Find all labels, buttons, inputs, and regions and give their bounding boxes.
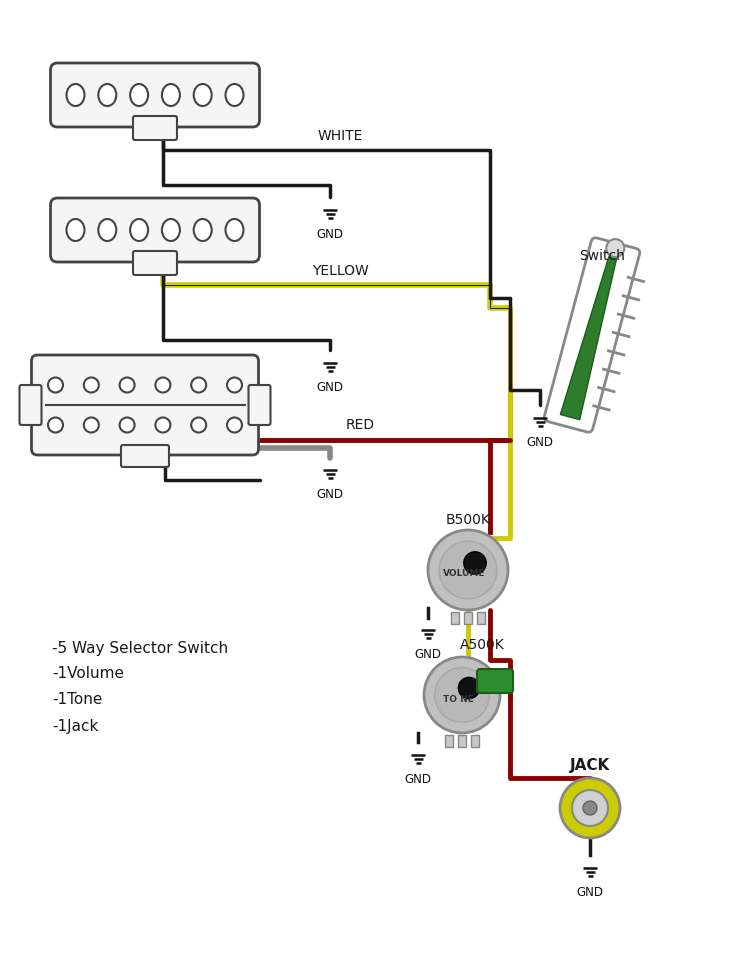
Bar: [471, 735, 479, 747]
FancyBboxPatch shape: [133, 251, 177, 275]
Bar: [451, 612, 459, 624]
Text: TO NE: TO NE: [442, 694, 473, 704]
Text: -1Tone: -1Tone: [52, 692, 102, 708]
Ellipse shape: [155, 417, 171, 433]
Circle shape: [560, 778, 620, 838]
Ellipse shape: [130, 219, 148, 241]
Text: GND: GND: [316, 488, 344, 501]
Ellipse shape: [66, 84, 85, 106]
Ellipse shape: [99, 84, 116, 106]
Text: GND: GND: [526, 436, 553, 449]
Text: YELLOW: YELLOW: [311, 264, 369, 278]
Ellipse shape: [66, 219, 85, 241]
Text: GND: GND: [576, 886, 604, 899]
Ellipse shape: [194, 219, 212, 241]
Ellipse shape: [130, 84, 148, 106]
Ellipse shape: [194, 84, 212, 106]
FancyBboxPatch shape: [477, 669, 513, 693]
FancyBboxPatch shape: [249, 385, 271, 425]
Circle shape: [572, 790, 608, 826]
FancyBboxPatch shape: [121, 445, 169, 467]
Ellipse shape: [155, 378, 171, 392]
Text: WHITE: WHITE: [317, 129, 363, 143]
Text: -1Volume: -1Volume: [52, 667, 124, 682]
Polygon shape: [560, 257, 617, 420]
Text: GND: GND: [316, 381, 344, 394]
Circle shape: [428, 530, 508, 610]
FancyBboxPatch shape: [133, 116, 177, 140]
Circle shape: [464, 551, 486, 574]
Bar: [458, 735, 466, 747]
Text: -1Jack: -1Jack: [52, 718, 99, 734]
Ellipse shape: [225, 84, 244, 106]
Ellipse shape: [84, 417, 99, 433]
Text: GND: GND: [405, 773, 431, 786]
Ellipse shape: [191, 417, 206, 433]
Circle shape: [606, 239, 624, 257]
Text: JACK: JACK: [570, 758, 610, 773]
FancyBboxPatch shape: [51, 63, 260, 127]
Ellipse shape: [162, 219, 180, 241]
Ellipse shape: [227, 417, 242, 433]
Ellipse shape: [119, 417, 135, 433]
Ellipse shape: [225, 219, 244, 241]
Ellipse shape: [119, 378, 135, 392]
Ellipse shape: [227, 378, 242, 392]
FancyBboxPatch shape: [545, 238, 640, 433]
Bar: [464, 612, 472, 624]
Text: -5 Way Selector Switch: -5 Way Selector Switch: [52, 641, 228, 656]
Circle shape: [435, 667, 489, 722]
Ellipse shape: [48, 378, 63, 392]
FancyBboxPatch shape: [51, 198, 260, 262]
Circle shape: [459, 677, 480, 699]
Text: RED: RED: [345, 418, 375, 432]
Ellipse shape: [99, 219, 116, 241]
Bar: [477, 612, 485, 624]
Bar: [445, 735, 453, 747]
Circle shape: [583, 801, 597, 815]
Ellipse shape: [84, 378, 99, 392]
Ellipse shape: [162, 84, 180, 106]
FancyBboxPatch shape: [19, 385, 41, 425]
Circle shape: [439, 541, 497, 598]
Text: Switch: Switch: [579, 249, 625, 263]
Text: VOLUME: VOLUME: [443, 570, 485, 578]
FancyBboxPatch shape: [32, 355, 258, 455]
Ellipse shape: [191, 378, 206, 392]
Ellipse shape: [48, 417, 63, 433]
Text: GND: GND: [316, 228, 344, 241]
Circle shape: [424, 657, 500, 733]
Text: GND: GND: [414, 648, 442, 661]
Text: B500K: B500K: [445, 513, 490, 527]
Text: A500K: A500K: [459, 638, 504, 652]
